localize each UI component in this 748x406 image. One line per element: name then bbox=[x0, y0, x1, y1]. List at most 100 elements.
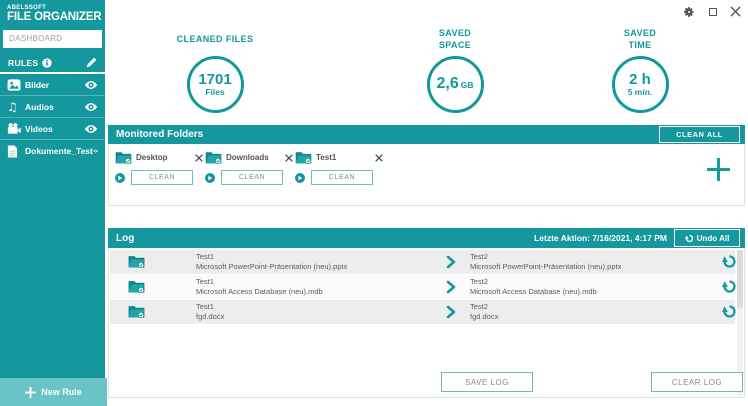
video-icon bbox=[7, 122, 21, 135]
source-block: Test1 fgd.docx bbox=[196, 302, 224, 322]
chevron-right-icon bbox=[446, 255, 456, 269]
monitored-folder-downloads: Downloads CLEAN bbox=[205, 151, 293, 185]
clean-now-icon[interactable] bbox=[205, 172, 215, 183]
log-row[interactable]: Test1 Microsoft Access Database (neu).md… bbox=[110, 275, 737, 299]
stat-label-line: SPACE bbox=[438, 40, 472, 50]
stat-saved-time: SAVED TIME 2 h 5 min. bbox=[575, 26, 705, 113]
info-icon[interactable] bbox=[42, 57, 52, 68]
log-panel: Log Letzte Aktion: 7/16/2021, 4:17 PM Un… bbox=[108, 228, 745, 398]
clean-all-button[interactable]: CLEAN ALL bbox=[659, 126, 740, 143]
folder-name: Desktop bbox=[136, 153, 168, 162]
folder-icon bbox=[205, 152, 222, 164]
stat-label-line: TIME bbox=[628, 40, 652, 50]
eye-visibility-icon[interactable] bbox=[93, 146, 98, 156]
target-file-name: Microsoft PowerPoint-Präsentation (neu).… bbox=[470, 262, 622, 271]
stat-label-line: CLEANED FILES bbox=[176, 33, 254, 44]
source-block: Test1 Microsoft PowerPoint-Präsentation … bbox=[196, 252, 347, 272]
source-file-name: Microsoft PowerPoint-Präsentation (neu).… bbox=[196, 262, 348, 271]
log-row[interactable]: Test1 Microsoft PowerPoint-Präsentation … bbox=[110, 250, 737, 274]
target-file-name: Microsoft Access Database (neu).mdb bbox=[470, 287, 597, 296]
monitored-folders-body: Desktop CLEAN bbox=[108, 144, 745, 206]
sidebar-item-videos[interactable]: Videos bbox=[0, 118, 105, 140]
clear-log-button[interactable]: CLEAR LOG bbox=[651, 372, 743, 392]
new-rule-label: New Rule bbox=[41, 387, 82, 397]
clean-now-icon[interactable] bbox=[115, 172, 125, 183]
stat-unit: GB bbox=[460, 80, 474, 91]
source-file-name: Microsoft Access Database (neu).mdb bbox=[196, 287, 323, 296]
brand-company: ABELSSOFT bbox=[7, 5, 47, 11]
sidebar-item-dashboard[interactable]: DASHBOARD bbox=[3, 30, 102, 48]
stat-value: 2,6 bbox=[436, 75, 459, 93]
stat-saved-space: SAVED SPACE 2,6 GB bbox=[390, 26, 520, 113]
close-icon[interactable] bbox=[730, 6, 741, 17]
stat-circle: 2 h 5 min. bbox=[611, 56, 669, 113]
sidebar-item-bilder[interactable]: Bilder bbox=[0, 74, 105, 96]
clean-button[interactable]: CLEAN bbox=[311, 170, 373, 185]
open-target-folder-icon[interactable] bbox=[128, 280, 145, 293]
stat-unit: Files bbox=[205, 86, 225, 97]
clean-button[interactable]: CLEAN bbox=[131, 170, 193, 185]
monitored-folder-desktop: Desktop CLEAN bbox=[115, 151, 203, 185]
log-rows: Test1 Microsoft PowerPoint-Präsentation … bbox=[110, 250, 737, 325]
undo-entry-icon[interactable] bbox=[722, 304, 737, 319]
eye-visibility-icon[interactable] bbox=[84, 80, 98, 90]
rule-label: Bilder bbox=[25, 79, 50, 90]
document-icon bbox=[7, 145, 21, 158]
remove-folder-icon[interactable] bbox=[285, 153, 293, 162]
maximize-icon[interactable] bbox=[709, 8, 717, 16]
remove-folder-icon[interactable] bbox=[195, 153, 203, 162]
new-rule-button[interactable]: New Rule bbox=[0, 378, 107, 406]
eye-visibility-icon[interactable] bbox=[84, 102, 98, 112]
source-folder-name: Test1 bbox=[196, 252, 214, 261]
stat-label-line: SAVED bbox=[623, 27, 657, 38]
folder-icon bbox=[115, 152, 132, 164]
clean-button[interactable]: CLEAN bbox=[221, 170, 283, 185]
add-folder-plus-icon[interactable] bbox=[706, 157, 731, 182]
stat-value: 2 h bbox=[629, 71, 651, 89]
stat-label: CLEANED FILES bbox=[150, 26, 280, 52]
chevron-right-icon bbox=[446, 280, 456, 294]
target-folder-name: Test2 bbox=[470, 277, 488, 286]
panel-title: Monitored Folders bbox=[116, 129, 204, 140]
image-icon bbox=[7, 78, 21, 91]
stat-label: SAVED TIME bbox=[575, 26, 705, 52]
clean-now-icon[interactable] bbox=[295, 172, 305, 183]
folder-name: Test1 bbox=[316, 153, 337, 162]
log-row[interactable]: Test1 fgd.docx Test2 fgd.docx bbox=[110, 300, 737, 324]
log-body: Test1 Microsoft PowerPoint-Präsentation … bbox=[108, 248, 745, 398]
stat-unit: 5 min. bbox=[627, 86, 653, 97]
source-block: Test1 Microsoft Access Database (neu).md… bbox=[196, 277, 323, 297]
panel-title: Log bbox=[116, 232, 135, 244]
remove-folder-icon[interactable] bbox=[375, 153, 383, 162]
folder-icon bbox=[295, 152, 312, 164]
target-block: Test2 fgd.docx bbox=[470, 302, 498, 322]
save-log-button[interactable]: SAVE LOG bbox=[441, 372, 533, 392]
eye-visibility-icon[interactable] bbox=[84, 124, 98, 134]
monitored-folder-test1: Test1 CLEAN bbox=[295, 151, 383, 185]
target-block: Test2 Microsoft Access Database (neu).md… bbox=[470, 277, 597, 297]
edit-rules-pencil-icon[interactable] bbox=[86, 57, 97, 68]
sidebar-item-dokumente-test[interactable]: Dokumente_Test bbox=[0, 140, 105, 162]
target-folder-name: Test2 bbox=[470, 302, 488, 311]
stat-cleaned-files: CLEANED FILES 1701 Files bbox=[150, 26, 280, 113]
rule-list: Bilder ♫ Audios bbox=[0, 74, 105, 162]
chevron-right-icon bbox=[446, 305, 456, 319]
settings-gear-icon[interactable] bbox=[683, 6, 695, 18]
undo-all-button[interactable]: Undo All bbox=[674, 229, 740, 247]
open-target-folder-icon[interactable] bbox=[128, 305, 145, 318]
open-target-folder-icon[interactable] bbox=[128, 255, 145, 268]
stat-circle: 2,6 GB bbox=[426, 56, 484, 113]
last-action-text: Letzte Aktion: 7/16/2021, 4:17 PM bbox=[534, 233, 667, 243]
plus-icon bbox=[25, 386, 37, 398]
log-scrollbar-thumb[interactable] bbox=[737, 250, 743, 308]
music-icon: ♫ bbox=[7, 99, 18, 114]
undo-entry-icon[interactable] bbox=[722, 279, 737, 294]
log-header: Log Letzte Aktion: 7/16/2021, 4:17 PM Un… bbox=[108, 228, 745, 248]
app-logo: ABELSSOFT FILE ORGANIZER bbox=[7, 5, 102, 24]
sidebar-item-audios[interactable]: ♫ Audios bbox=[0, 96, 105, 118]
log-scrollbar[interactable] bbox=[737, 250, 743, 396]
source-folder-name: Test1 bbox=[196, 302, 214, 311]
source-folder-name: Test1 bbox=[196, 277, 214, 286]
stat-value: 1701 bbox=[198, 71, 232, 89]
undo-entry-icon[interactable] bbox=[722, 254, 737, 269]
